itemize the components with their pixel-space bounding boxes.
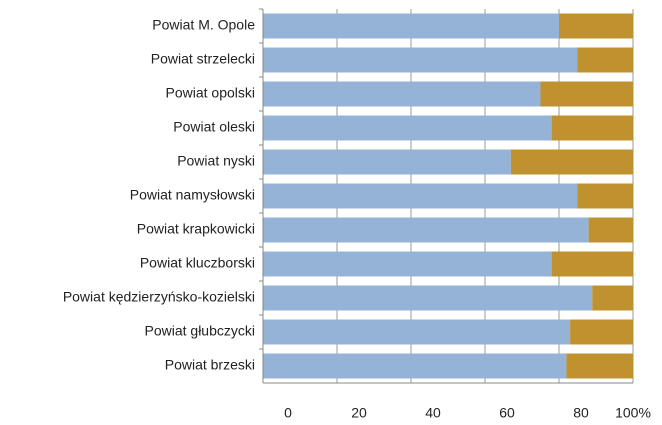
y-tick-label: Powiat nyski xyxy=(177,153,255,169)
bar-segment xyxy=(510,149,633,175)
y-tick-label: Powiat namysłowski xyxy=(130,187,255,203)
bar-segment xyxy=(263,183,578,209)
bar-segment xyxy=(551,115,633,141)
y-tick-label: Powiat brzeski xyxy=(165,357,255,373)
bar-segment xyxy=(263,47,578,73)
bar-segment xyxy=(592,285,633,311)
y-tick-label: Powiat opolski xyxy=(166,85,256,101)
bar-segment xyxy=(577,47,633,73)
bar-segment xyxy=(588,217,633,243)
y-tick-label: Powiat M. Opole xyxy=(152,17,255,33)
bar-segment xyxy=(263,251,552,277)
bar-segment xyxy=(551,251,633,277)
bar-segment xyxy=(566,353,633,379)
x-tick-label: 60 xyxy=(499,405,515,421)
y-tick-label: Powiat głubczycki xyxy=(145,323,256,339)
bar-segment xyxy=(559,13,633,39)
x-tick-label: 0 xyxy=(284,405,292,421)
x-tick-label: 80 xyxy=(573,405,589,421)
y-tick-label: Powiat strzelecki xyxy=(151,51,255,67)
bar-segment xyxy=(263,149,511,175)
x-tick-label: 40 xyxy=(425,405,441,421)
bar-segment xyxy=(263,217,589,243)
y-tick-label: Powiat kędzierzyńsko-kozielski xyxy=(63,289,255,305)
x-tick-label: 100% xyxy=(615,405,651,421)
bar-segment xyxy=(570,319,633,345)
y-tick-label: Powiat oleski xyxy=(173,119,255,135)
x-tick-label: 20 xyxy=(351,405,367,421)
bar-segment xyxy=(263,319,571,345)
y-tick-label: Powiat krapkowicki xyxy=(137,221,255,237)
bar-segment xyxy=(263,81,541,107)
bar-segment xyxy=(263,13,559,39)
bar-segment xyxy=(540,81,633,107)
bar-segment xyxy=(577,183,633,209)
bar-segment xyxy=(263,285,593,311)
bar-segment xyxy=(263,353,567,379)
bar-segment xyxy=(263,115,552,141)
y-tick-label: Powiat kluczborski xyxy=(140,255,255,271)
